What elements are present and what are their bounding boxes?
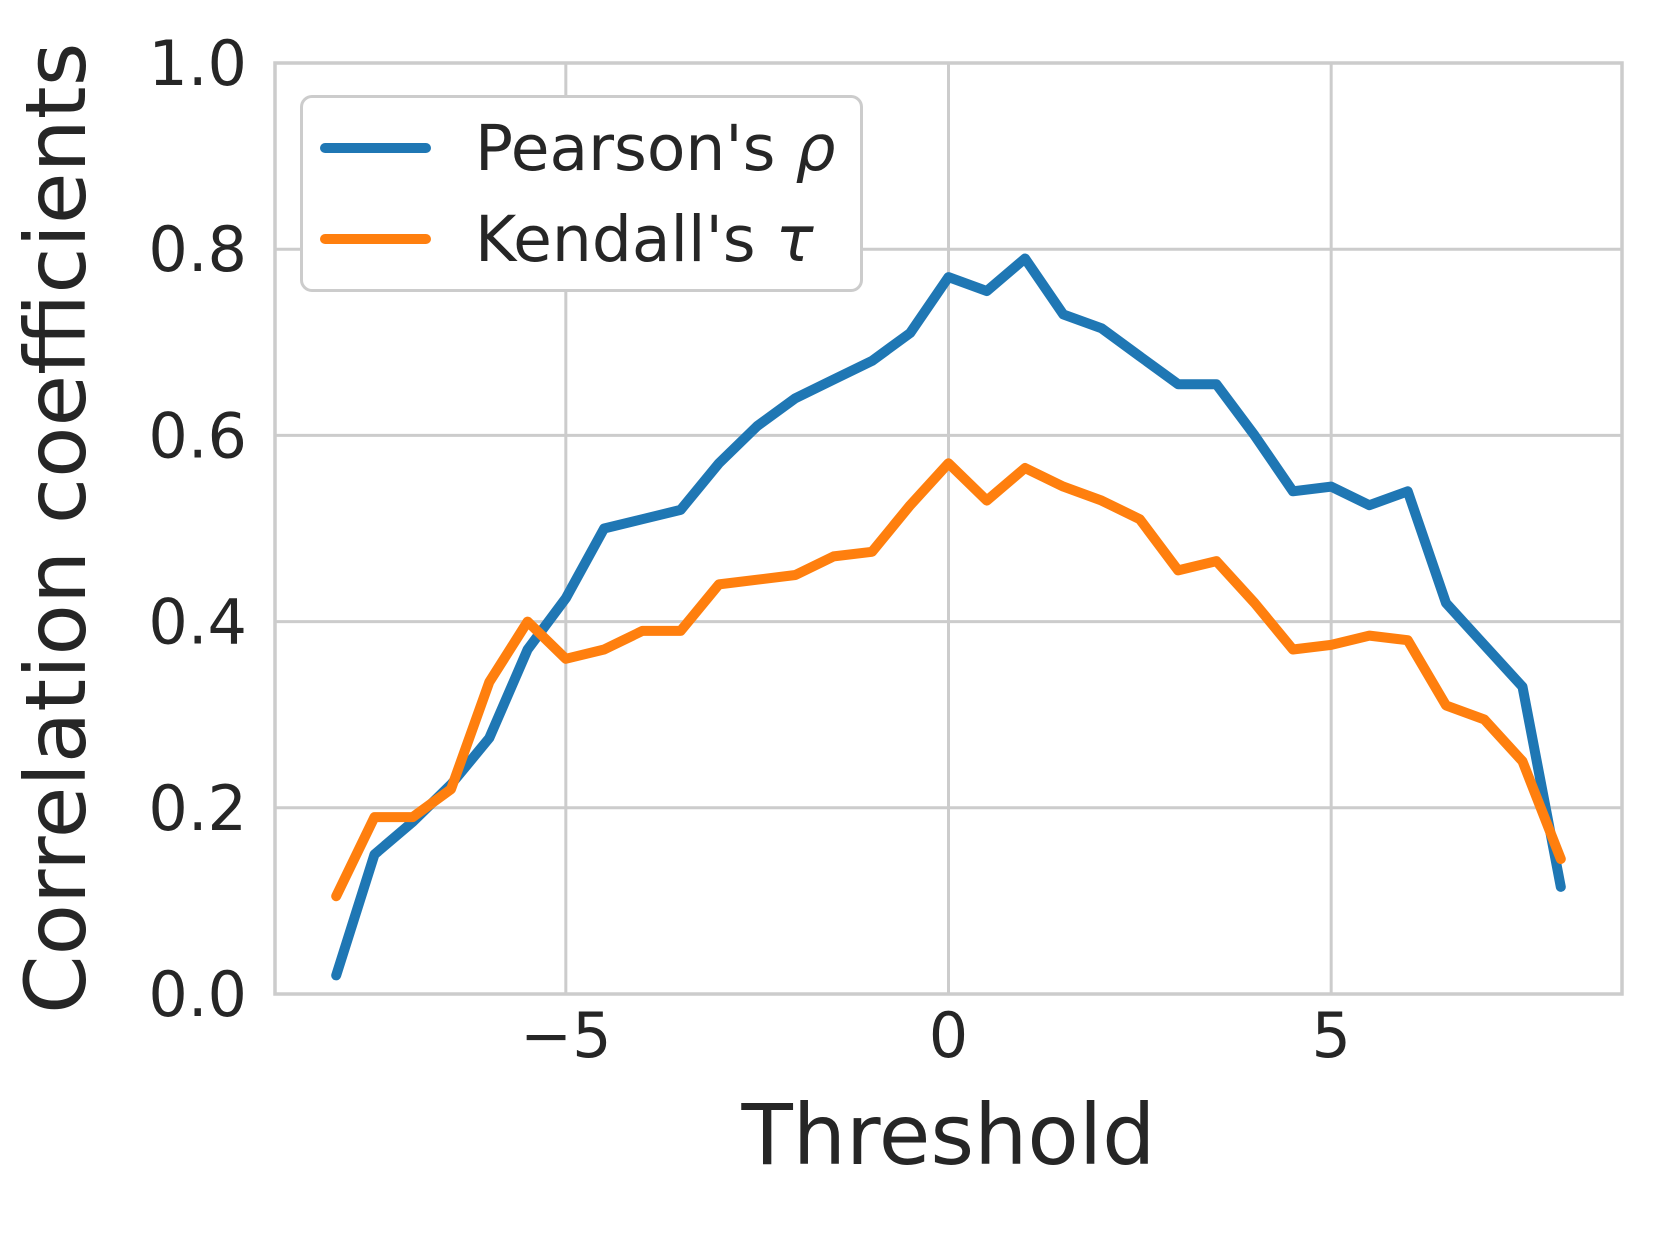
y-axis-label: Correlation coefficients bbox=[7, 42, 105, 1015]
y-tick-label: 0.0 bbox=[148, 958, 247, 1031]
kendall-line-swatch bbox=[320, 234, 431, 244]
pearson-line-swatch bbox=[320, 143, 431, 153]
legend-label-pearson: Pearson's ρ bbox=[475, 117, 835, 180]
x-tick-label: 0 bbox=[929, 999, 968, 1072]
rho-symbol: ρ bbox=[795, 111, 836, 185]
x-axis-label: Threshold bbox=[741, 1086, 1156, 1184]
y-tick-label: 0.6 bbox=[148, 399, 247, 472]
series-line-kendall bbox=[331, 458, 1566, 902]
legend-item-kendall: Kendall's τ bbox=[320, 194, 860, 285]
legend: Pearson's ρ Kendall's τ bbox=[300, 95, 863, 292]
x-tick-label: 5 bbox=[1311, 999, 1350, 1072]
y-tick-label: 0.4 bbox=[148, 586, 247, 659]
y-tick-label: 0.2 bbox=[148, 772, 247, 845]
x-tick-label: −5 bbox=[520, 999, 611, 1072]
plot-frame bbox=[273, 61, 1624, 996]
y-tick-label: 0.8 bbox=[148, 213, 247, 286]
legend-text-kendall: Kendall's bbox=[475, 202, 756, 276]
legend-text-pearson: Pearson's bbox=[475, 111, 776, 185]
legend-label-kendall: Kendall's τ bbox=[475, 208, 814, 271]
y-tick-label: 1.0 bbox=[148, 27, 247, 100]
legend-item-pearson: Pearson's ρ bbox=[320, 103, 860, 194]
tau-symbol: τ bbox=[775, 202, 814, 276]
